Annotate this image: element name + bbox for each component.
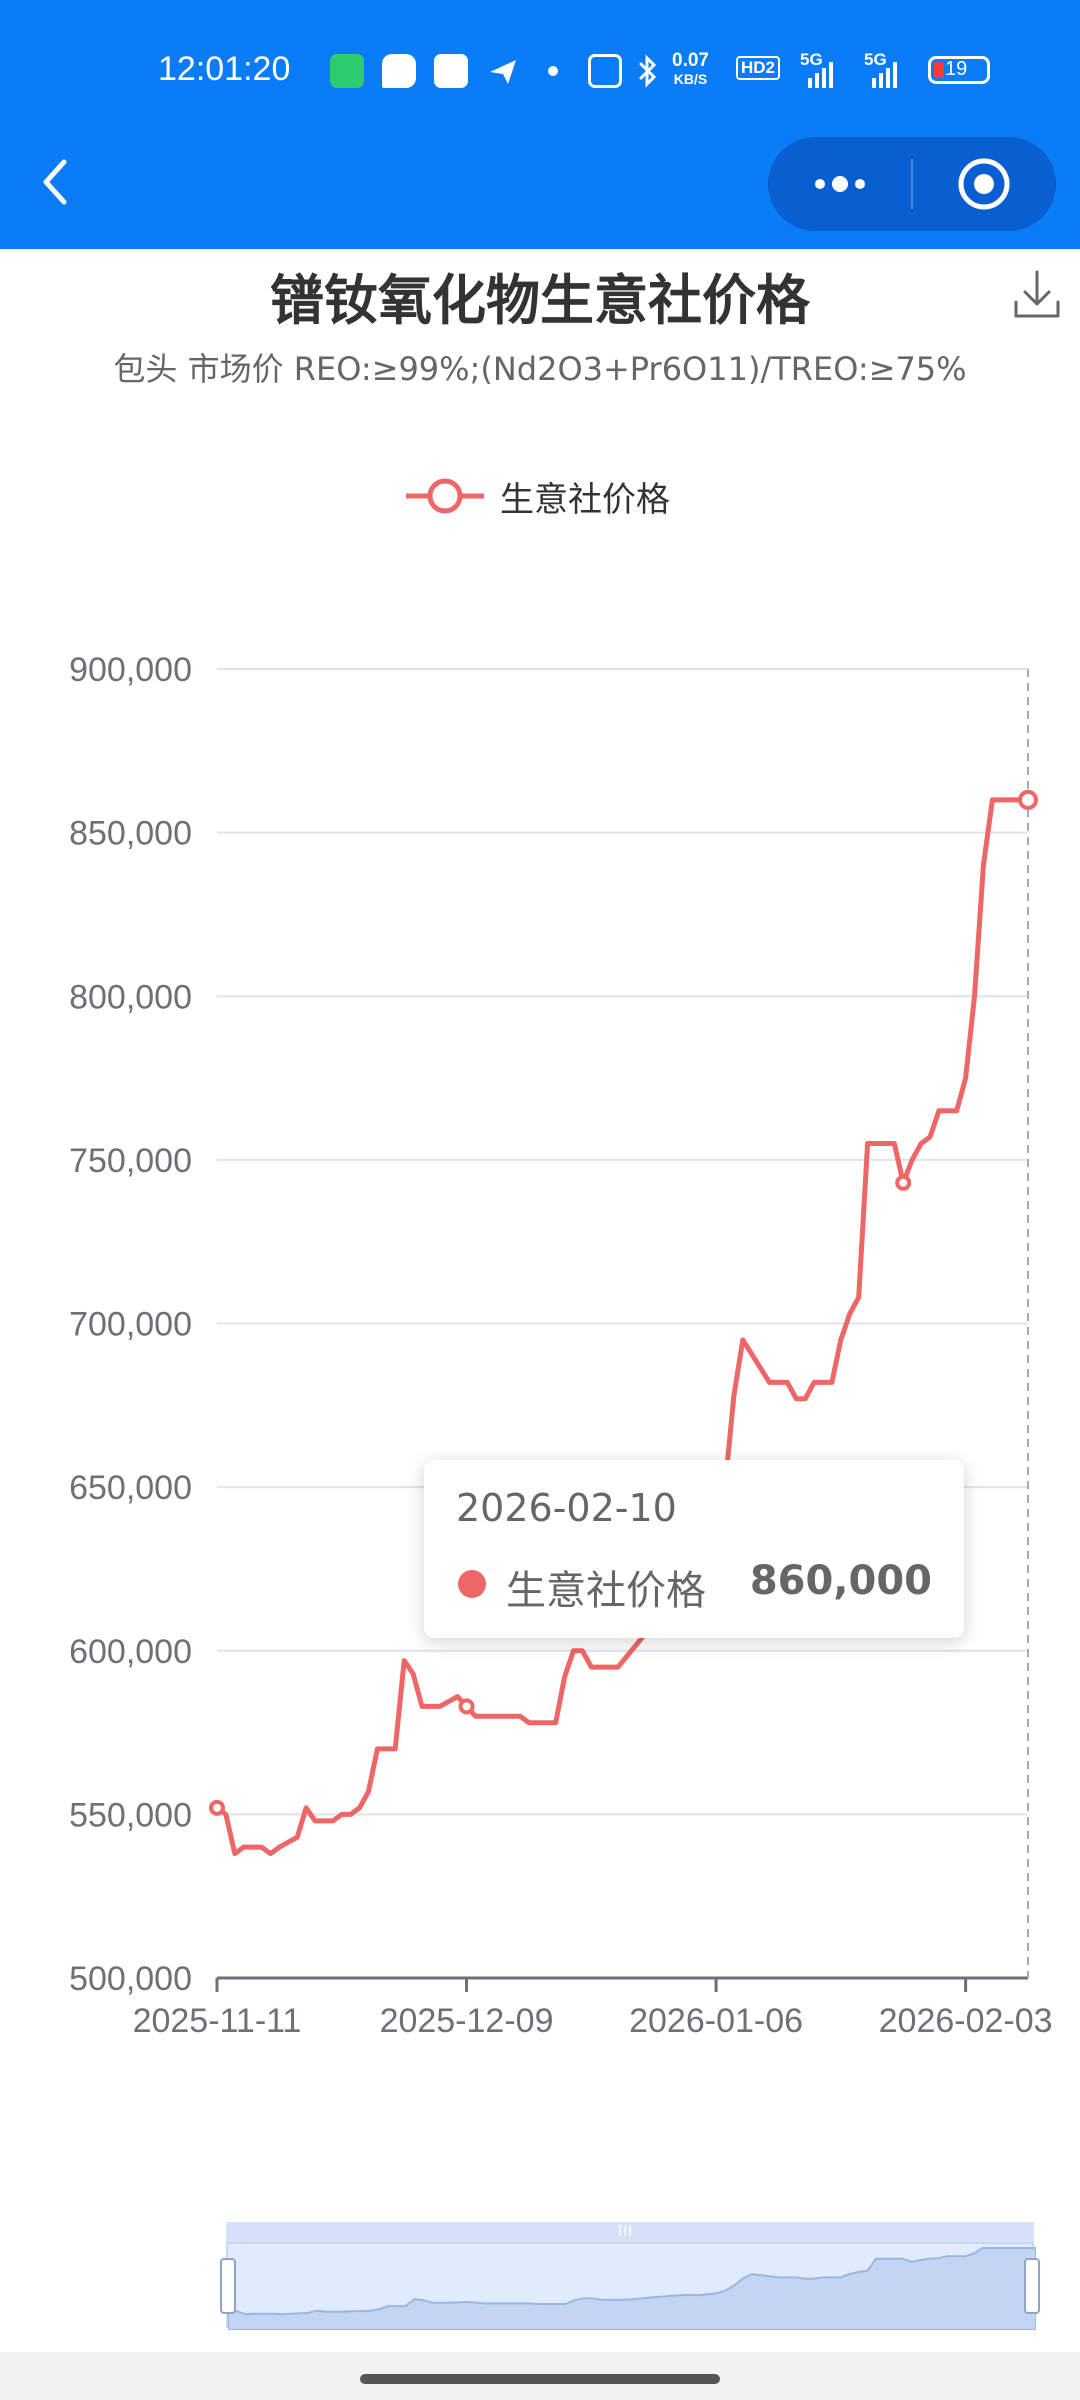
y-tick-label: 750,000 bbox=[69, 1142, 192, 1180]
legend-label: 生意社价格 bbox=[500, 480, 670, 520]
chart-legend[interactable]: 生意社价格 bbox=[404, 468, 670, 524]
tooltip-date: 2026-02-10 bbox=[456, 1486, 677, 1530]
bluetooth-icon bbox=[636, 54, 670, 88]
target-circle-icon bbox=[958, 158, 1010, 210]
tooltip-value: 860,000 bbox=[749, 1558, 932, 1604]
more-dots-icon bbox=[815, 176, 865, 192]
battery-saver-icon bbox=[330, 54, 364, 88]
series-line bbox=[215, 797, 1028, 1857]
download-icon bbox=[1014, 270, 1060, 318]
y-tick-label: 650,000 bbox=[69, 1469, 192, 1507]
battery-indicator: 19 bbox=[928, 56, 990, 84]
y-tick-label: 500,000 bbox=[69, 1960, 192, 1998]
chevron-left-icon bbox=[43, 159, 67, 205]
chart-subtitle: 包头 市场价 REO:≥99%;(Nd2O3+Pr6O11)/TREO:≥75% bbox=[113, 350, 967, 388]
y-tick-label: 800,000 bbox=[69, 978, 192, 1016]
battery-fill bbox=[934, 62, 944, 78]
app-header: 12:01:20 0.07 KB/S HD2 5G 5G 19 bbox=[0, 0, 1080, 249]
zoom-grip-icon: III bbox=[618, 2224, 634, 2240]
nfc-icon bbox=[588, 54, 622, 88]
tooltip-series-dot bbox=[458, 1570, 486, 1598]
capsule-divider bbox=[911, 159, 913, 209]
close-button[interactable] bbox=[954, 157, 1014, 211]
x-tick-label: 2026-01-06 bbox=[629, 2002, 803, 2040]
zoom-handle-left[interactable] bbox=[220, 2258, 236, 2314]
y-tick-label: 550,000 bbox=[69, 1796, 192, 1834]
x-tick-label: 2025-11-11 bbox=[133, 2002, 302, 2040]
tooltip-series-name: 生意社价格 bbox=[506, 1568, 706, 1614]
status-time: 12:01:20 bbox=[158, 50, 291, 88]
sim1-signal: 5G bbox=[800, 50, 833, 88]
zoom-preview bbox=[227, 2247, 1037, 2331]
zoom-preview-area bbox=[227, 2247, 1037, 2331]
chart-title: 镨钕氧化物生意社价格 bbox=[270, 269, 810, 332]
paper-plane-icon bbox=[486, 54, 520, 88]
y-tick-label: 850,000 bbox=[69, 815, 192, 853]
data-point-marker[interactable] bbox=[1018, 789, 1038, 810]
data-zoom-slider[interactable]: III bbox=[220, 2222, 1040, 2331]
y-tick-label: 700,000 bbox=[69, 1306, 192, 1344]
hd-badge: HD2 bbox=[736, 56, 781, 80]
x-tick-label: 2025-12-09 bbox=[380, 2002, 554, 2040]
zoom-handle-right[interactable] bbox=[1024, 2258, 1040, 2314]
wallet-icon bbox=[434, 54, 468, 88]
chart-tooltip: 2026-02-10 生意社价格 860,000 bbox=[424, 1460, 964, 1638]
back-button[interactable] bbox=[36, 152, 76, 212]
mini-program-capsule bbox=[768, 137, 1056, 231]
y-tick-label: 600,000 bbox=[69, 1633, 192, 1671]
app-notification-icon bbox=[382, 54, 416, 88]
battery-level: 19 bbox=[945, 58, 968, 80]
zoom-track[interactable] bbox=[226, 2242, 1037, 2331]
data-point-marker[interactable] bbox=[458, 1698, 475, 1715]
dot-icon bbox=[548, 66, 558, 76]
data-point-marker[interactable] bbox=[895, 1174, 912, 1191]
download-button[interactable] bbox=[1012, 268, 1062, 324]
system-nav-bar bbox=[0, 2352, 1080, 2400]
y-tick-label: 900,000 bbox=[69, 651, 192, 689]
data-point-marker[interactable] bbox=[209, 1799, 225, 1816]
legend-line-icon bbox=[406, 478, 484, 514]
home-indicator[interactable] bbox=[360, 2374, 720, 2384]
network-speed: 0.07 KB/S bbox=[672, 50, 709, 87]
status-bar: 12:01:20 0.07 KB/S HD2 5G 5G 19 bbox=[0, 40, 1080, 104]
zoom-drag-bar[interactable]: III bbox=[226, 2222, 1034, 2242]
line-chart[interactable]: 900,000 850,000 800,000 750,000 700,000 650,0… bbox=[0, 0, 1080, 2100]
more-button[interactable] bbox=[808, 157, 872, 211]
sim2-signal: 5G bbox=[864, 50, 897, 88]
x-tick-label: 2026-02-03 bbox=[879, 2002, 1053, 2040]
